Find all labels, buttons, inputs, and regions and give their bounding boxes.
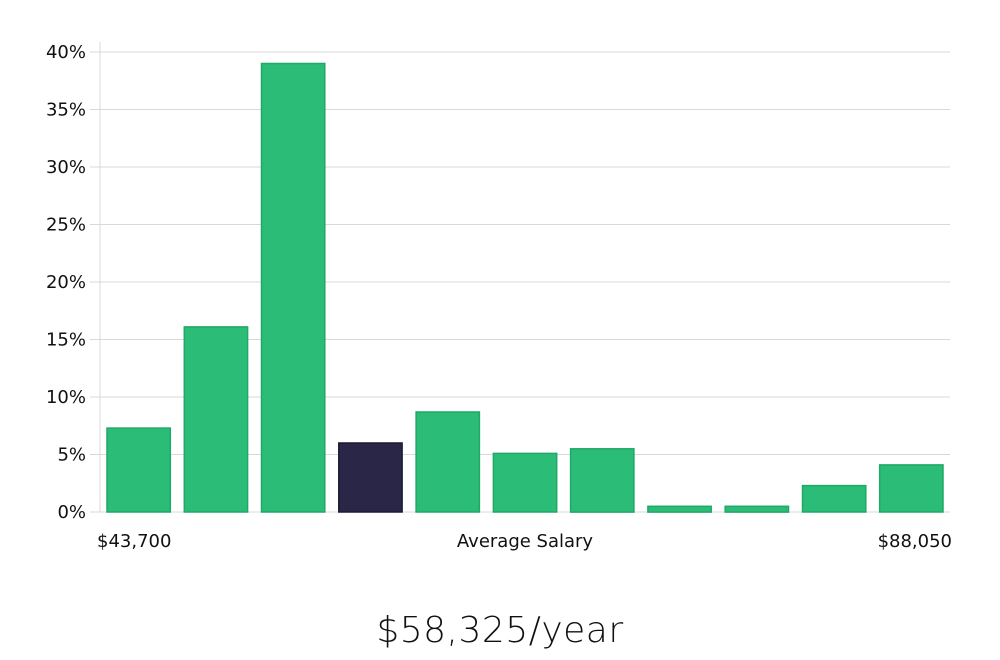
y-tick-label: 15% xyxy=(46,330,86,351)
bar xyxy=(260,62,326,513)
y-tick-label: 30% xyxy=(46,157,86,178)
x-max-label: $88,050 xyxy=(878,531,952,552)
average-salary-value: $58,325/year xyxy=(376,610,624,651)
y-tick-label: 40% xyxy=(46,42,86,63)
bar xyxy=(878,464,944,513)
y-tick-label: 25% xyxy=(46,215,86,236)
bar xyxy=(183,326,249,513)
bar xyxy=(724,505,790,513)
y-tick-label: 10% xyxy=(46,387,86,408)
bar xyxy=(415,411,481,513)
bar xyxy=(801,484,867,513)
bar-average-salary xyxy=(338,442,403,513)
salary-histogram: 0% 5% 10% 15% 20% 25% 30% 35% 40% $43,700 Averag… xyxy=(46,42,952,552)
y-tick-label: 35% xyxy=(46,100,86,121)
x-min-label: $43,700 xyxy=(97,531,171,552)
y-axis-ticks: 0% 5% 10% 15% 20% 25% 30% 35% 40% xyxy=(46,42,86,523)
bar xyxy=(647,505,712,513)
bars xyxy=(106,62,944,513)
bar xyxy=(106,427,172,513)
bar xyxy=(492,452,558,513)
x-axis-labels: $43,700 Average Salary $88,050 xyxy=(97,531,952,552)
y-tick-label: 0% xyxy=(57,502,86,523)
y-tick-label: 20% xyxy=(46,272,86,293)
y-tick-label: 5% xyxy=(57,445,86,466)
x-center-label: Average Salary xyxy=(457,531,594,552)
bar xyxy=(569,448,635,513)
